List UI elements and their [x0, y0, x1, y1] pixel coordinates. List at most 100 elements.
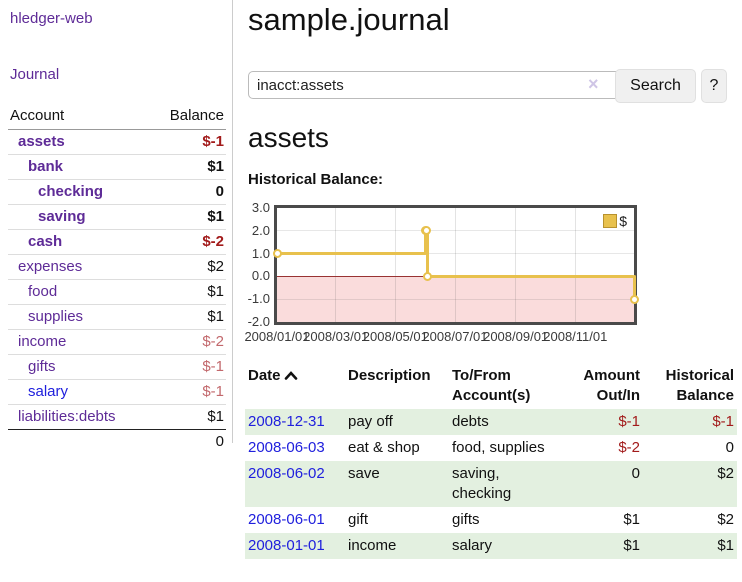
account-link-cash[interactable]: cash [28, 233, 63, 250]
sidebar-item-journal[interactable]: Journal [10, 66, 60, 83]
account-row: supplies $1 [8, 304, 226, 330]
account-link-income[interactable]: income [18, 333, 67, 350]
account-link-saving[interactable]: saving [38, 208, 86, 225]
account-link-liabilities-debts[interactable]: liabilities:debts [18, 408, 116, 425]
series-line-segment [632, 274, 636, 301]
y-axis-tick-label: 0.0 [251, 268, 270, 284]
data-point-marker [423, 271, 433, 281]
account-balance: 0 [150, 179, 226, 205]
register-table: Date Description To/From Account(s) Amou… [245, 363, 737, 559]
app-title-link[interactable]: hledger-web [10, 10, 93, 27]
series-line-segment [424, 229, 428, 256]
account-link-food[interactable]: food [28, 283, 58, 300]
historical-balance-chart: 3.0 2.0 1.0 0.0 -1.0 -2.0 $ 2008/01/01 2008/03… [242, 200, 742, 350]
account-balance: $1 [150, 204, 226, 230]
account-balance: $-1 [150, 354, 226, 380]
transaction-description: eat & shop [348, 439, 420, 456]
register-row: 2008-12-31 pay off debts $-1 $-1 [245, 409, 737, 435]
account-link-salary[interactable]: salary [28, 383, 69, 400]
sidebar: hledger-web Journal Account Balance asse… [0, 0, 233, 454]
gridline-horizontal [277, 230, 634, 232]
account-balance: $-2 [150, 229, 226, 255]
gridline-horizontal [277, 298, 634, 300]
gridline-vertical [335, 208, 337, 322]
transaction-amount: $1 [623, 511, 640, 528]
gridline-vertical [394, 208, 396, 322]
transaction-balance: $-1 [643, 409, 737, 435]
transaction-balance: $2 [717, 511, 734, 528]
transaction-accounts: food, supplies [452, 439, 545, 456]
x-axis-tick-label: 2008/05/01 [362, 329, 428, 344]
search-button[interactable]: Search [615, 69, 696, 103]
account-column-header: Account [8, 104, 151, 130]
y-axis-tick-label: -2.0 [247, 314, 270, 329]
account-row: bank $1 [8, 154, 226, 180]
account-link-checking[interactable]: checking [38, 183, 104, 200]
account-balance: $1 [150, 279, 226, 305]
account-row: gifts $-1 [8, 354, 226, 380]
help-button[interactable]: ? [701, 69, 727, 103]
chart-plot-area: $ [272, 205, 639, 325]
transaction-accounts: saving, checking [449, 461, 560, 507]
account-row: income $-2 [8, 329, 226, 355]
account-link-gifts[interactable]: gifts [28, 358, 56, 375]
account-row: cash $-2 [8, 229, 226, 255]
x-axis-tick-label: 2008/09/01 [483, 329, 549, 344]
account-link-expenses[interactable]: expenses [18, 258, 83, 275]
transaction-date-link[interactable]: 2008-06-02 [248, 465, 325, 482]
sidebar-divider [232, 0, 233, 443]
accounts-total-row: 0 [8, 429, 226, 454]
account-balance: $-1 [150, 129, 226, 155]
account-row: liabilities:debts $1 [8, 404, 226, 430]
account-row: saving $1 [8, 204, 226, 230]
transaction-description: gift [348, 511, 369, 528]
account-balance: $1 [150, 304, 226, 330]
transaction-date-link[interactable]: 2008-01-01 [248, 537, 325, 554]
transaction-balance: $2 [643, 461, 737, 507]
data-point-marker [629, 294, 639, 304]
account-link-bank[interactable]: bank [28, 158, 64, 175]
transaction-amount: $-2 [618, 439, 640, 456]
register-row: 2008-06-01 gift gifts $1 $2 [245, 507, 737, 533]
gridline-vertical [574, 208, 576, 322]
transaction-accounts: gifts [452, 511, 480, 528]
legend-label: $ [619, 213, 627, 229]
search-input[interactable] [248, 71, 634, 99]
amount-column-header: Amount Out/In [583, 367, 640, 404]
register-row: 2008-06-02 save saving, checking 0 $2 [245, 461, 737, 507]
accounts-total-value: 0 [150, 429, 226, 454]
transaction-date-link[interactable]: 2008-12-31 [248, 413, 325, 430]
account-balance: $2 [150, 254, 226, 280]
x-axis-tick-label: 2008/01/01 [244, 329, 310, 344]
description-column-header: Description [348, 367, 431, 384]
chart-title: Historical Balance: [248, 171, 384, 188]
data-point-marker [422, 226, 432, 236]
register-row: 2008-06-03 eat & shop food, supplies $-2 0 [245, 435, 737, 461]
date-column-header[interactable]: Date [245, 363, 345, 409]
register-row: 2008-01-01 income salary $1 $1 [245, 533, 737, 559]
transaction-description: pay off [345, 409, 449, 435]
x-axis-tick-label: 2008/03/01 [303, 329, 369, 344]
account-link-assets[interactable]: assets [18, 133, 65, 150]
transaction-amount: $-1 [560, 409, 643, 435]
accounts-column-header: To/From Account(s) [452, 367, 531, 404]
account-heading: assets [248, 122, 329, 153]
transaction-balance: $1 [643, 533, 737, 559]
account-row: food $1 [8, 279, 226, 305]
gridline-vertical [515, 208, 517, 322]
data-point-marker [272, 249, 282, 259]
sort-ascending-icon [284, 367, 298, 387]
transaction-balance: 0 [725, 439, 734, 456]
transaction-date-link[interactable]: 2008-06-01 [248, 511, 325, 528]
chart-legend: $ [601, 212, 629, 230]
account-balance: $-2 [150, 329, 226, 355]
transaction-date-link[interactable]: 2008-06-03 [248, 439, 325, 456]
register-header-row: Date Description To/From Account(s) Amou… [245, 363, 737, 409]
account-row: checking 0 [8, 179, 226, 205]
clear-search-icon[interactable]: × [588, 74, 599, 94]
transaction-accounts: debts [449, 409, 560, 435]
x-axis-tick-label: 2008/07/01 [422, 329, 488, 344]
account-link-supplies[interactable]: supplies [28, 308, 84, 325]
page-title: sample.journal [248, 2, 450, 37]
